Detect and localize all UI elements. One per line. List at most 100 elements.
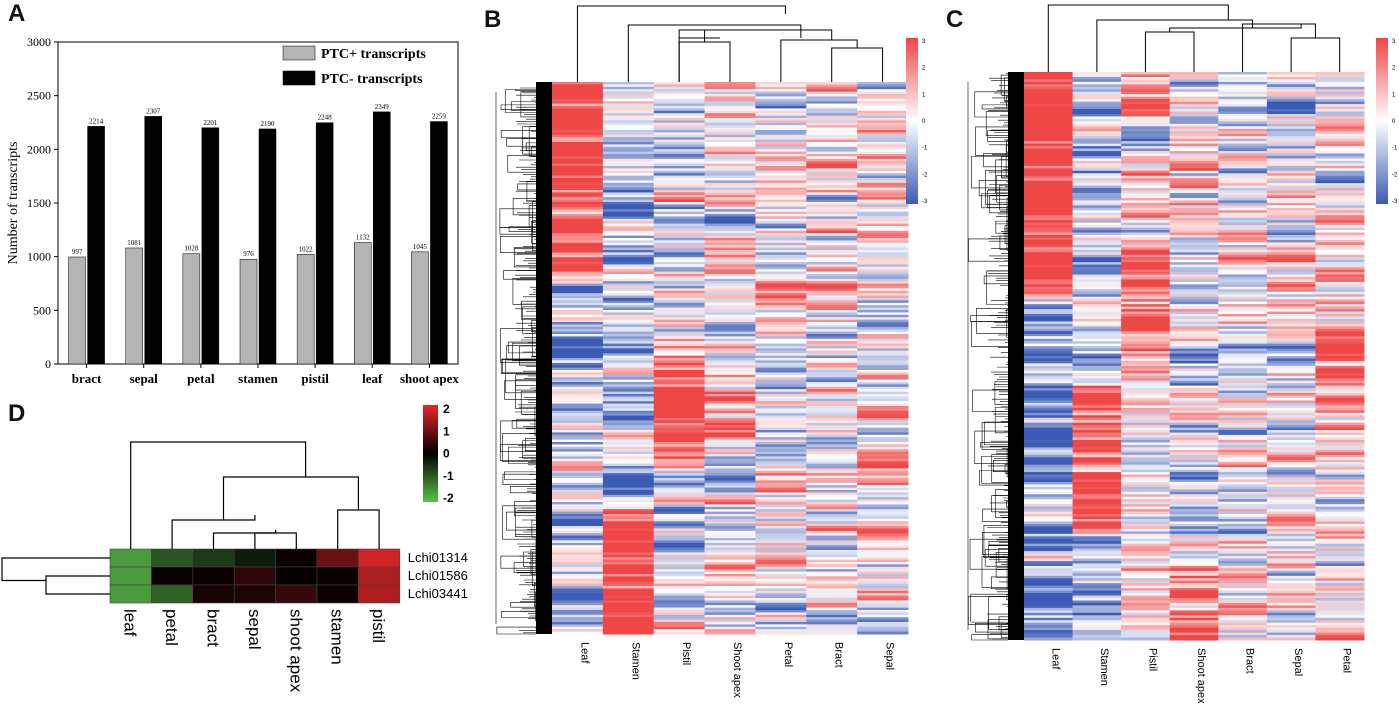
heatmap-cell xyxy=(1266,583,1316,587)
bar-value-label: 1028 xyxy=(184,245,199,253)
heatmap-cell xyxy=(1024,521,1074,525)
heatmap-cell xyxy=(755,578,807,582)
column-label: Leaf xyxy=(1049,648,1061,670)
heatmap-cell xyxy=(1169,390,1219,394)
heatmap-cell xyxy=(1315,311,1365,315)
heatmap-cell xyxy=(653,499,706,503)
heatmap-cell xyxy=(1218,304,1268,308)
heatmap-cell xyxy=(1072,622,1122,626)
heatmap-cell xyxy=(806,523,858,527)
heatmap-cell xyxy=(1121,415,1171,419)
heatmap-cell xyxy=(1315,94,1365,98)
heatmap-cell xyxy=(1121,331,1171,335)
heatmap-cell xyxy=(1218,200,1268,204)
heatmap-cell xyxy=(755,487,807,491)
heatmap-cell xyxy=(1024,323,1074,327)
heatmap-cell xyxy=(602,401,655,405)
heatmap-cell xyxy=(806,197,858,201)
bar-value-label: 2259 xyxy=(432,113,447,121)
heatmap-cell xyxy=(806,154,858,157)
heatmap-cell xyxy=(1169,311,1219,315)
heatmap-cell xyxy=(1315,533,1365,537)
heatmap-cell xyxy=(1121,610,1171,614)
heatmap-cell xyxy=(704,509,756,513)
heatmap-cell xyxy=(552,257,604,261)
heatmap-cell xyxy=(1072,121,1122,125)
heatmap-cell xyxy=(1072,390,1122,394)
heatmap-cell xyxy=(602,552,655,556)
heatmap-cell xyxy=(704,216,756,220)
heatmap-cell xyxy=(552,163,604,167)
heatmap-cell xyxy=(755,538,807,541)
heatmap-cell xyxy=(1121,625,1171,629)
heatmap-cell xyxy=(653,223,706,227)
heatmap-cell xyxy=(1266,205,1316,209)
heatmap-cell xyxy=(1121,615,1171,619)
heatmap-cell xyxy=(806,413,858,417)
heatmap-cell xyxy=(1218,289,1268,293)
heatmap-cell xyxy=(1315,294,1365,298)
heatmap-cell xyxy=(857,106,909,109)
heatmap-cell xyxy=(1072,294,1122,298)
heatmap-cell xyxy=(704,418,756,421)
heatmap-cell xyxy=(1072,439,1122,443)
heatmap-cell xyxy=(806,408,858,412)
heatmap-cell xyxy=(653,468,706,472)
heatmap-cell xyxy=(806,228,858,232)
heatmap-cell xyxy=(1169,430,1219,434)
heatmap-cell xyxy=(602,221,655,225)
row-dendrogram-branch xyxy=(496,626,536,635)
heatmap-cell xyxy=(1072,76,1122,80)
colorbar-tick-label: 1 xyxy=(922,92,926,98)
heatmap-cell xyxy=(653,331,706,335)
heatmap-cell xyxy=(704,185,756,189)
heatmap-cell xyxy=(1024,79,1074,83)
legend-label: PTC- transcripts xyxy=(321,72,423,87)
bar-value-label: 2201 xyxy=(203,119,218,127)
heatmap-cell xyxy=(704,358,756,361)
heatmap-cell xyxy=(704,554,756,558)
heatmap-cell xyxy=(1072,383,1122,387)
heatmap-cell xyxy=(1266,625,1316,629)
heatmap-cell xyxy=(1024,72,1074,75)
heatmap-cell xyxy=(1121,215,1171,219)
heatmap-cell xyxy=(704,420,756,424)
row-dendrogram-branch xyxy=(982,532,1008,555)
heatmap-cell xyxy=(1072,437,1122,441)
heatmap-cell xyxy=(1169,516,1219,520)
heatmap-cell xyxy=(704,619,756,623)
heatmap-cell xyxy=(1218,442,1268,446)
heatmap-cell xyxy=(653,372,706,376)
heatmap-cell xyxy=(1024,469,1074,473)
heatmap-cell xyxy=(653,173,706,177)
heatmap-cell xyxy=(602,137,655,141)
heatmap-cell xyxy=(1266,536,1316,540)
heatmap-cell xyxy=(704,214,756,217)
heatmap-cell xyxy=(1169,254,1219,258)
heatmap-cell xyxy=(857,322,909,325)
heatmap-cell xyxy=(1218,481,1268,485)
heatmap-cell xyxy=(857,82,909,85)
heatmap-cell xyxy=(806,146,858,150)
heatmap-cell xyxy=(1024,531,1074,535)
heatmap-cell xyxy=(1315,583,1365,587)
heatmap-cell xyxy=(1072,509,1122,513)
heatmap-cell xyxy=(1218,323,1268,327)
heatmap-cell xyxy=(1024,341,1074,345)
heatmap-cell xyxy=(704,578,756,582)
heatmap-cell xyxy=(1266,91,1316,95)
heatmap-cell xyxy=(704,82,756,85)
heatmap-cell xyxy=(1266,338,1316,342)
heatmap-cell xyxy=(1169,612,1219,616)
heatmap-cell xyxy=(1315,390,1365,394)
heatmap-cell xyxy=(1266,501,1316,505)
heatmap-cell xyxy=(552,449,604,453)
heatmap-cell xyxy=(1121,400,1171,404)
heatmap-cell xyxy=(857,374,909,378)
heatmap-cell xyxy=(1218,388,1268,392)
heatmap-cell xyxy=(1315,462,1365,466)
heatmap-cell xyxy=(552,290,604,294)
heatmap-cell xyxy=(857,238,909,241)
heatmap-cell xyxy=(857,312,909,316)
heatmap-cell xyxy=(552,218,604,222)
